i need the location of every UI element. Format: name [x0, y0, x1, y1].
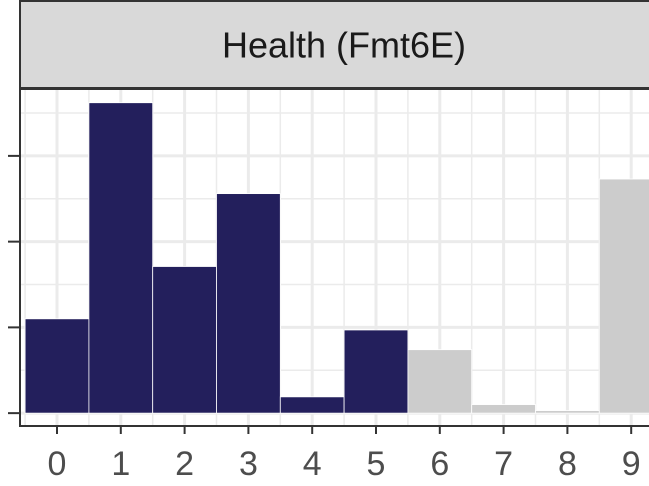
x-tick-label: 1 — [111, 445, 130, 483]
bar — [535, 410, 600, 414]
x-tick-label: 4 — [303, 445, 322, 483]
bar — [279, 396, 345, 414]
bar — [152, 266, 217, 414]
x-tick-label: 7 — [494, 445, 513, 483]
x-tick-label: 8 — [558, 445, 577, 483]
bar — [24, 318, 90, 414]
x-tick-label: 0 — [48, 445, 67, 483]
bar — [88, 102, 154, 414]
bar — [598, 178, 649, 414]
x-tick-label: 3 — [239, 445, 258, 483]
plot-area: 0 1 2 3 4 5 6 7 8 9 — [8, 88, 649, 483]
x-tick-label: 2 — [175, 445, 194, 483]
bar — [407, 349, 473, 414]
x-tick-label: 5 — [367, 445, 386, 483]
x-tick-label: 6 — [430, 445, 449, 483]
bar — [216, 193, 281, 414]
facet-strip — [19, 0, 649, 89]
x-tick-label: 9 — [622, 445, 641, 483]
bar — [471, 404, 536, 414]
panel-border — [19, 88, 649, 427]
chart-title: Health (Fmt6E) — [222, 25, 466, 66]
bar — [343, 329, 409, 414]
